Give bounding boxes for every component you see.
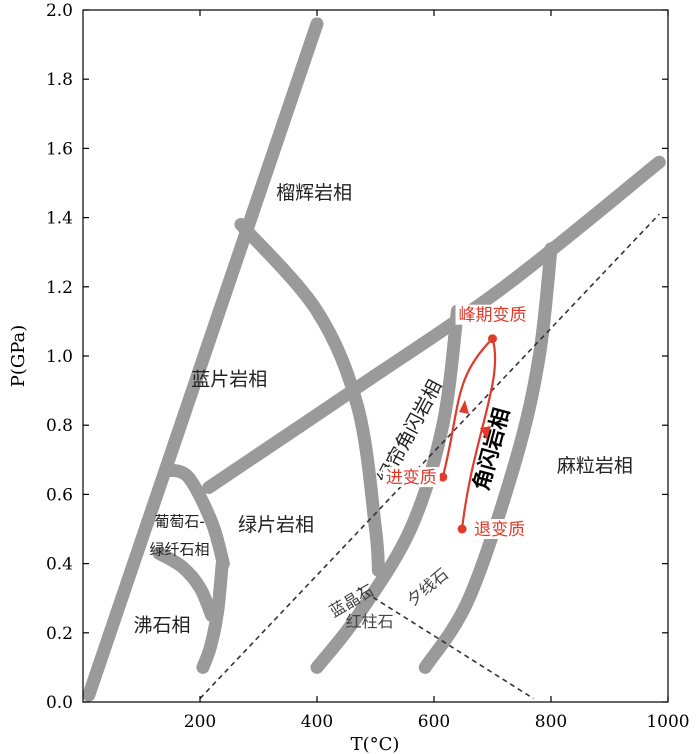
facies-label: 蓝片岩相 [191, 369, 267, 391]
boundary-prehnite-lower [152, 546, 219, 622]
y-tick-label: 0.8 [46, 416, 73, 436]
boundary-greenschist-upper [161, 463, 230, 571]
dashed-andalusite-sillimanite [357, 587, 534, 700]
y-tick-label: 1.4 [46, 209, 73, 229]
retrograde-path [460, 338, 497, 530]
facies-label: 葡萄石- [154, 513, 204, 531]
x-tick-label: 200 [184, 712, 216, 732]
prograde-arrowhead [459, 400, 469, 414]
x-tick-label: 800 [535, 712, 567, 732]
retrograde-arrowhead [480, 426, 491, 440]
facies-label: 麻粒岩相 [557, 455, 633, 477]
pt-point [438, 472, 448, 482]
facies-boundaries [82, 17, 666, 702]
boundary-main-left [82, 17, 324, 702]
axis-ticks: 200 400 600 800 1000 0.0 0.2 0.4 0.6 0.8 1.0 1.2 1.4… [46, 1, 690, 732]
y-tick-label: 2.0 [46, 1, 73, 21]
prograde-path [441, 337, 494, 478]
facies-label: 沸石相 [133, 614, 190, 636]
mineral-reaction-lines [199, 213, 660, 700]
mineral-label: 夕线石 [403, 564, 452, 609]
boundary-amphibolite-granulite [418, 242, 558, 674]
pt-label: 进变质 [386, 468, 437, 488]
boundary-lower-greenschist-curve [196, 557, 229, 674]
y-tick-label: 0.2 [46, 624, 73, 644]
x-axis-label: T(°C) [351, 734, 400, 754]
pt-point [488, 334, 497, 344]
facies-label: 绿纤石相 [150, 540, 210, 558]
pt-label-bg [471, 519, 529, 539]
x-tick-label: 400 [301, 712, 333, 732]
y-tick-label: 0.0 [46, 693, 73, 713]
pt-label: 峰期变质 [459, 306, 527, 326]
pt-label-bg [382, 467, 440, 488]
y-tick-label: 0.6 [46, 485, 73, 505]
facies-label: 榴辉岩相 [276, 182, 352, 204]
y-axis-label: P(GPa) [8, 325, 29, 388]
y-tick-label: 1.2 [46, 278, 73, 298]
x-tick-label: 600 [418, 712, 450, 732]
mineral-label: 红柱石 [346, 612, 394, 631]
y-tick-label: 1.0 [46, 347, 73, 367]
y-tick-label: 1.6 [46, 139, 73, 159]
pt-label-bg [455, 304, 530, 325]
y-tick-label: 1.8 [46, 70, 73, 90]
pt-label: 退变质 [474, 520, 525, 540]
pt-point [457, 524, 467, 534]
facies-label: 绿片岩相 [238, 514, 314, 536]
boundary-blueschist-eclogite [234, 218, 385, 578]
x-tick-label: 1000 [646, 712, 689, 732]
boundary-epidote-amphibolite-left [310, 304, 464, 674]
y-tick-label: 0.4 [46, 555, 73, 575]
dashed-kyanite-andalusite-sillimanite [199, 213, 660, 700]
boundary-eclogite-greenschist-amphibolite [202, 155, 666, 494]
